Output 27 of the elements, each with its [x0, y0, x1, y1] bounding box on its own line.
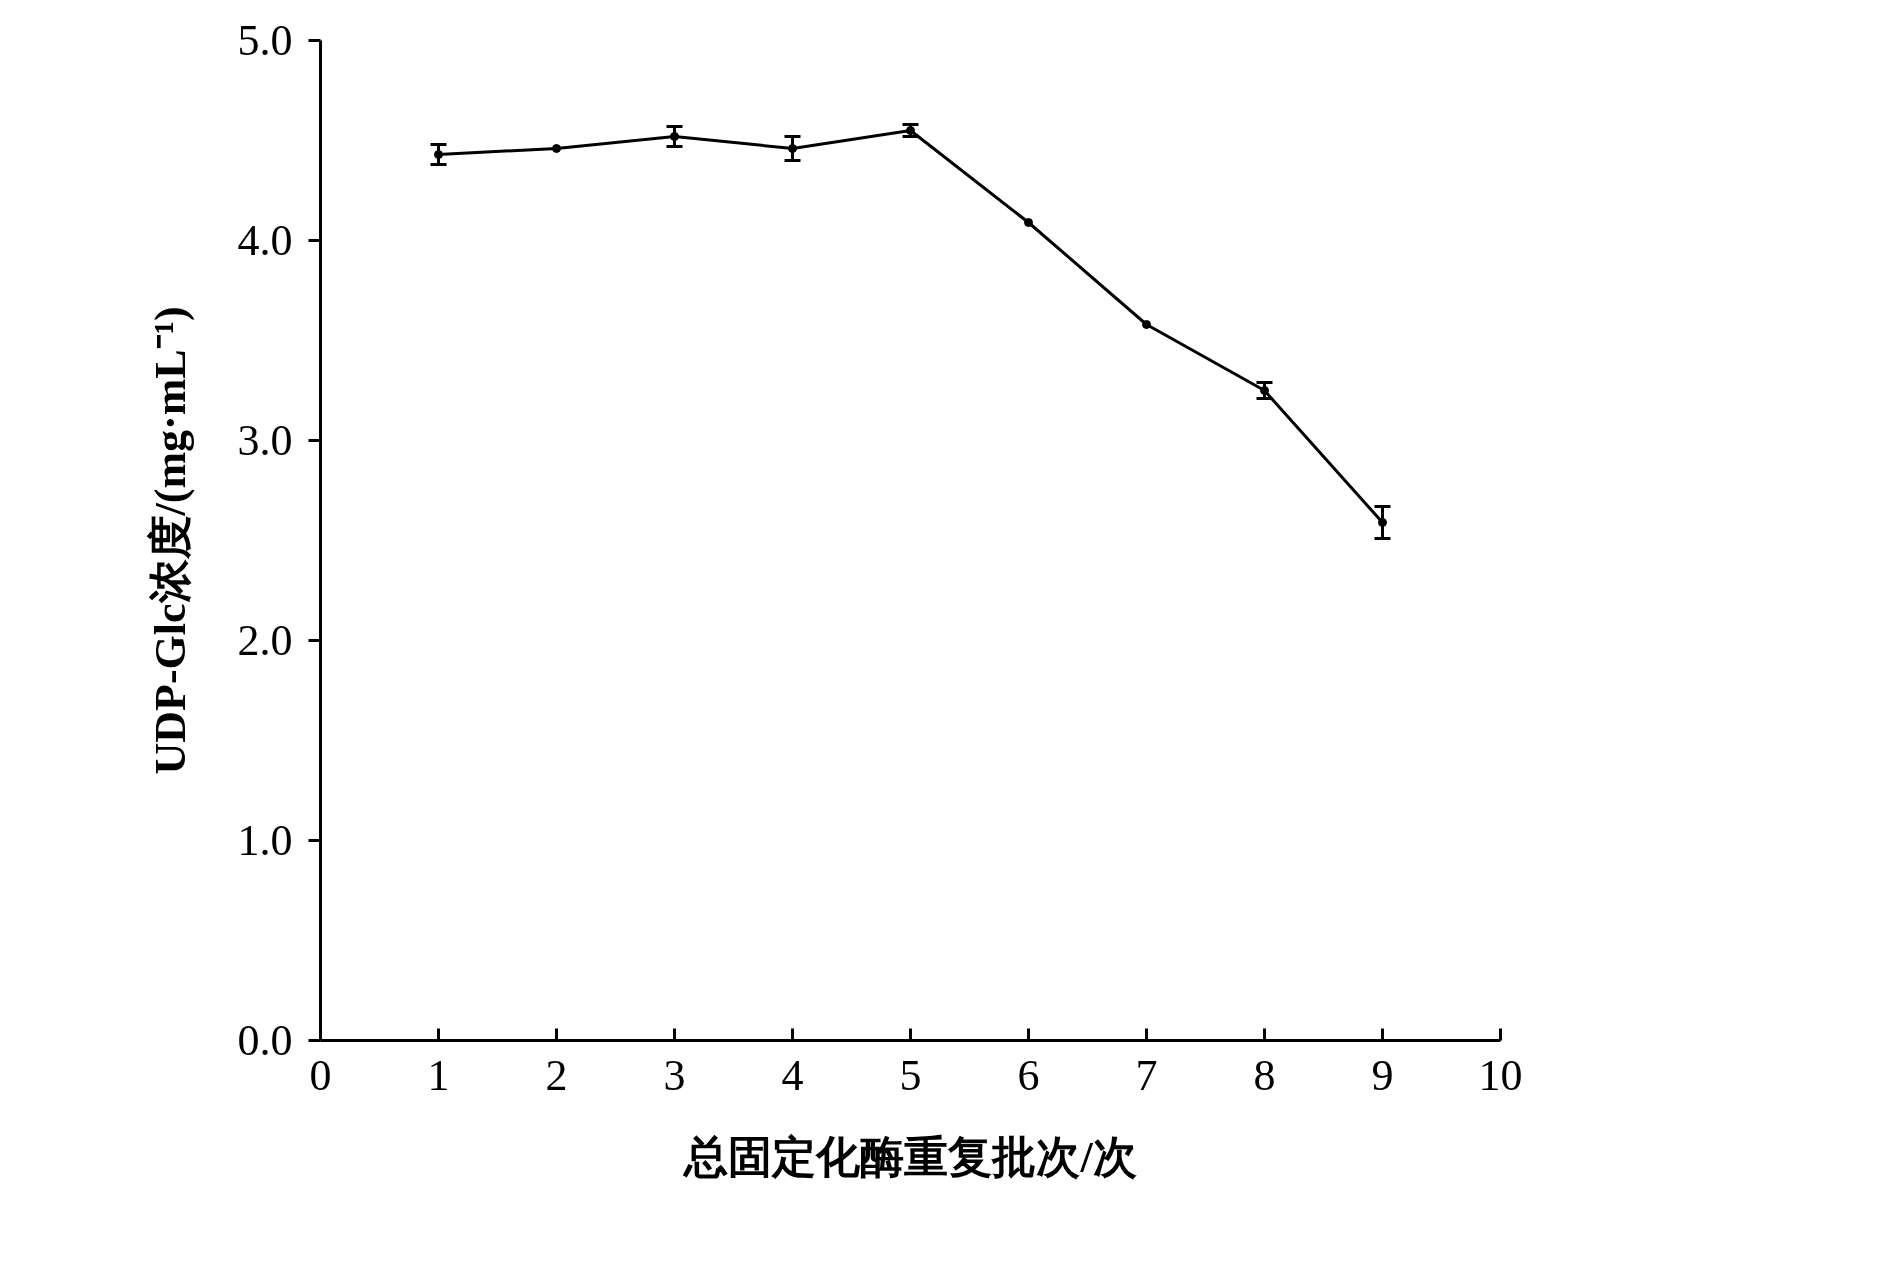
x-tick-label: 2	[545, 1050, 568, 1100]
y-tick-label: 1.0	[237, 816, 293, 865]
x-tick-label: 6	[1017, 1050, 1040, 1100]
y-tick-label: 2.0	[237, 616, 293, 665]
point	[1260, 386, 1269, 395]
x-tick-label: 1	[427, 1050, 450, 1100]
point	[434, 150, 443, 159]
y-tick-label: 3.0	[237, 416, 293, 465]
point	[788, 144, 797, 153]
point	[670, 132, 679, 141]
x-tick-label: 4	[781, 1050, 804, 1100]
x-tick-label: 0	[309, 1050, 332, 1100]
y-tick-label: 5.0	[237, 16, 293, 65]
point	[1142, 320, 1151, 329]
x-tick-label: 9	[1371, 1050, 1394, 1100]
x-tick-label: 3	[663, 1050, 686, 1100]
x-axis-title: 总固定化酶重复批次/次	[682, 1132, 1137, 1182]
x-tick-label: 8	[1253, 1050, 1276, 1100]
point	[1378, 518, 1387, 527]
y-tick-label: 0.0	[237, 1016, 293, 1065]
y-axis-title: UDP-Glc浓度/(mg·mL⁻¹)	[145, 306, 195, 775]
point	[1024, 218, 1033, 227]
x-tick-label: 5	[899, 1050, 922, 1100]
y-tick-label: 4.0	[237, 216, 293, 265]
point	[552, 144, 561, 153]
x-tick-label: 10	[1478, 1050, 1523, 1100]
x-tick-label: 7	[1135, 1050, 1158, 1100]
